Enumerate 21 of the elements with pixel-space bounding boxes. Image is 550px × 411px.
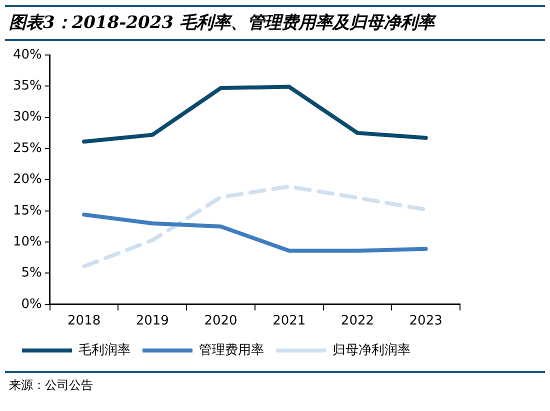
x-tick-label: 2021 [272,314,306,329]
line-series [82,184,428,268]
x-tick-label: 2019 [136,314,169,329]
x-tick-label: 2023 [409,314,442,329]
x-tick-label: 2018 [68,314,101,329]
y-tick-label: 15% [12,203,42,218]
y-tick-label: 40% [12,47,42,62]
legend-label: 归母净利润率 [332,342,410,358]
y-tick-label: 30% [12,110,42,125]
chart-title: 图表3：2018-2023 毛利率、管理费用率及归母净利率 [5,5,545,41]
x-tick-label: 2020 [204,314,238,329]
y-tick-label: 20% [12,172,42,188]
x-tick-label: 2022 [340,314,374,329]
y-tick-label: 5% [21,266,42,281]
legend-label: 毛利润率 [78,342,130,358]
y-tick-label: 25% [12,140,42,156]
y-tick-label: 0% [21,296,42,312]
y-tick-label: 10% [12,234,42,250]
source-note: 来源：公司公告 [5,371,545,398]
legend-label: 管理费用率 [199,342,264,358]
y-tick-label: 35% [12,78,42,94]
